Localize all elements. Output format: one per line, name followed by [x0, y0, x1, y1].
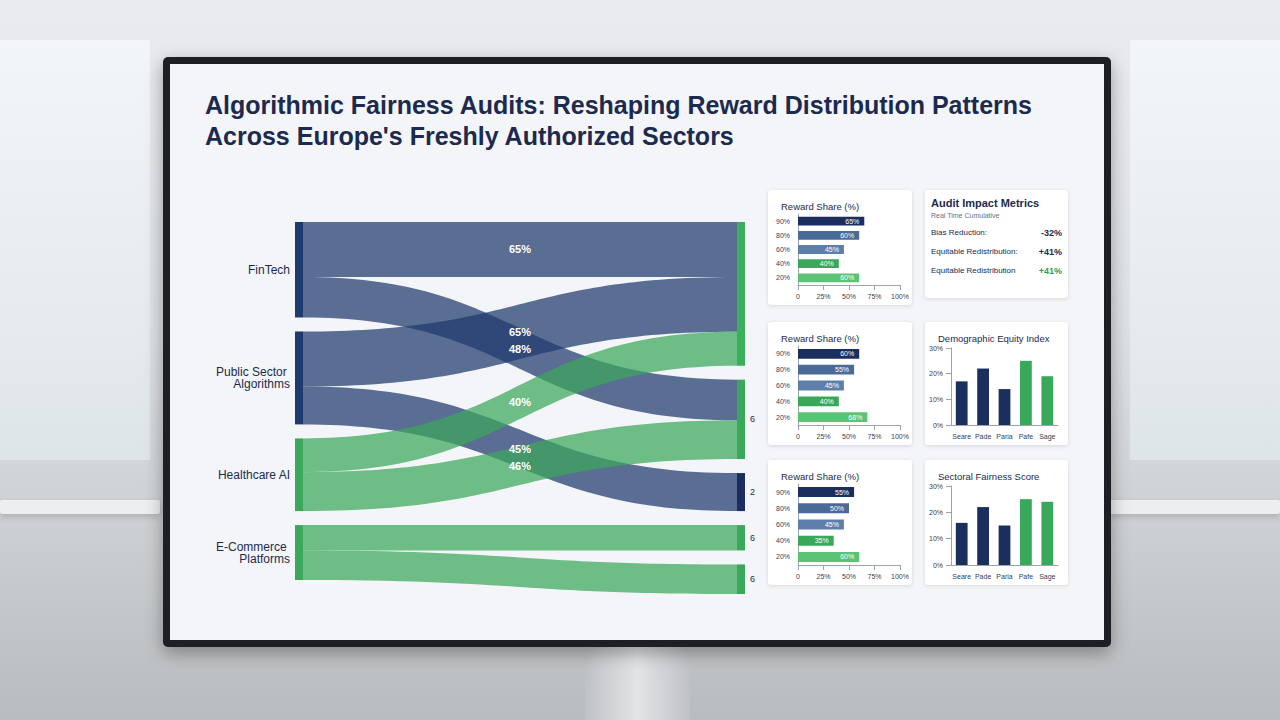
svg-text:40%: 40%	[776, 398, 790, 405]
svg-text:80%: 80%	[776, 505, 790, 512]
svg-text:Public Sector: Public Sector	[216, 364, 290, 379]
svg-text:90%: 90%	[776, 218, 790, 225]
html-text:Audit Impact Metrics: Audit Impact Metrics	[931, 197, 1040, 209]
svg-text:Platforms: Platforms	[239, 552, 290, 566]
html-text:+41%: +41%	[1038, 266, 1062, 276]
svg-text:90%: 90%	[776, 489, 790, 496]
svg-text:50%: 50%	[830, 505, 844, 512]
svg-text:46%: 46%	[509, 460, 531, 472]
svg-text:45%: 45%	[825, 521, 839, 528]
svg-text:Pade: Pade	[975, 433, 991, 440]
svg-text:0: 0	[796, 293, 800, 300]
svg-text:60%: 60%	[776, 382, 790, 389]
html-text:Real Time Cumulative: Real Time Cumulative	[931, 212, 1000, 219]
svg-text:20%: 20%	[776, 414, 790, 421]
svg-text:Reward Share (%): Reward Share (%)	[781, 201, 859, 212]
html-text:Bias Reduction:: Bias Reduction:	[931, 228, 987, 237]
svg-text:75%: 75%	[867, 293, 881, 300]
svg-text:35%: 35%	[815, 537, 829, 544]
svg-text:25%: 25%	[816, 293, 830, 300]
svg-text:Sage: Sage	[1039, 433, 1055, 441]
svg-text:60%: 60%	[840, 553, 854, 560]
svg-text:Sectoral Fairness Score: Sectoral Fairness Score	[938, 471, 1039, 482]
svg-text:40%: 40%	[509, 396, 531, 408]
svg-text:48%: 48%	[509, 343, 531, 355]
svg-text:0: 0	[796, 573, 800, 580]
svg-text:Seare: Seare	[952, 573, 971, 580]
svg-text:65%: 65%	[509, 326, 531, 338]
svg-text:6: 6	[750, 574, 755, 584]
svg-text:100%: 100%	[891, 573, 909, 580]
svg-text:2: 2	[750, 487, 755, 497]
svg-text:45%: 45%	[825, 382, 839, 389]
html-text:Algorithmic Fairness Audits: R: Algorithmic Fairness Audits: Reshaping R…	[205, 91, 1032, 150]
svg-text:75%: 75%	[867, 573, 881, 580]
svg-text:FinTech: FinTech	[248, 263, 290, 277]
svg-text:10%: 10%	[929, 535, 943, 542]
svg-text:0%: 0%	[933, 422, 943, 429]
svg-text:6: 6	[750, 533, 755, 543]
svg-text:10%: 10%	[929, 396, 943, 403]
svg-text:Reward Share (%): Reward Share (%)	[781, 471, 859, 482]
svg-text:40%: 40%	[776, 260, 790, 267]
svg-text:60%: 60%	[776, 246, 790, 253]
svg-text:60%: 60%	[840, 274, 854, 281]
svg-text:E-Commerce: E-Commerce	[216, 539, 290, 554]
svg-text:40%: 40%	[776, 537, 790, 544]
svg-text:25%: 25%	[816, 433, 830, 440]
html-text:-32%: -32%	[1041, 228, 1062, 238]
svg-text:20%: 20%	[776, 553, 790, 560]
svg-text:6: 6	[750, 414, 755, 424]
svg-text:20%: 20%	[776, 274, 790, 281]
svg-text:90%: 90%	[776, 350, 790, 357]
svg-text:60%: 60%	[776, 521, 790, 528]
svg-text:Paria: Paria	[996, 433, 1012, 440]
svg-text:80%: 80%	[776, 232, 790, 239]
svg-text:0%: 0%	[933, 562, 943, 569]
svg-text:80%: 80%	[776, 366, 790, 373]
svg-text:Pafe: Pafe	[1019, 433, 1034, 440]
svg-text:Algorithms: Algorithms	[233, 377, 290, 391]
svg-text:30%: 30%	[929, 483, 943, 490]
svg-text:30%: 30%	[929, 345, 943, 352]
svg-text:50%: 50%	[842, 433, 856, 440]
svg-text:Sage: Sage	[1039, 573, 1055, 581]
svg-text:100%: 100%	[891, 293, 909, 300]
svg-text:40%: 40%	[820, 260, 834, 267]
svg-text:55%: 55%	[835, 489, 849, 496]
html-text:Equitable Redistribution:: Equitable Redistribution:	[931, 247, 1018, 256]
svg-text:50%: 50%	[842, 293, 856, 300]
svg-text:45%: 45%	[825, 246, 839, 253]
svg-text:45%: 45%	[509, 443, 531, 455]
svg-text:75%: 75%	[867, 433, 881, 440]
svg-text:20%: 20%	[929, 370, 943, 377]
svg-text:55%: 55%	[835, 366, 849, 373]
svg-text:Pade: Pade	[975, 573, 991, 580]
svg-text:Reward Share (%): Reward Share (%)	[781, 333, 859, 344]
svg-text:60%: 60%	[840, 350, 854, 357]
svg-text:25%: 25%	[816, 573, 830, 580]
svg-text:Paria: Paria	[996, 573, 1012, 580]
svg-text:68%: 68%	[848, 414, 862, 421]
html-text:+41%: +41%	[1038, 247, 1062, 257]
svg-text:Seare: Seare	[952, 433, 971, 440]
svg-text:Healthcare AI: Healthcare AI	[218, 468, 290, 482]
html-text:Equitable Redistribution: Equitable Redistribution	[931, 266, 1016, 275]
svg-text:50%: 50%	[842, 573, 856, 580]
svg-text:60%: 60%	[840, 232, 854, 239]
svg-text:Demographic Equity Index: Demographic Equity Index	[938, 333, 1050, 344]
svg-text:20%: 20%	[929, 509, 943, 516]
svg-text:0: 0	[796, 433, 800, 440]
svg-text:40%: 40%	[820, 398, 834, 405]
svg-text:100%: 100%	[891, 433, 909, 440]
svg-text:65%: 65%	[845, 218, 859, 225]
svg-text:Pafe: Pafe	[1019, 573, 1034, 580]
svg-text:65%: 65%	[509, 243, 531, 255]
